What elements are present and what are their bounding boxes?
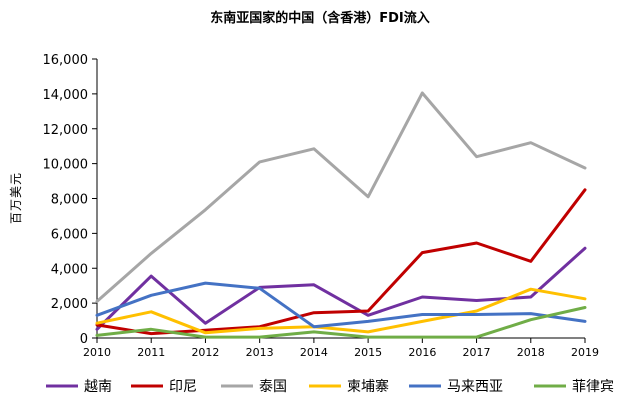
series-line-5 [95,281,587,329]
x-tick-label: 2019 [571,346,599,359]
series-line-1 [95,246,587,331]
legend: 越南 印尼 泰国 柬埔寨 马来西亚 菲律宾 [46,378,614,395]
y-tick-label: 14,000 [43,88,89,103]
axes [96,59,585,339]
legend-label: 越南 [84,379,112,395]
y-tick-label: 10,000 [43,158,89,173]
series-lines [95,91,587,339]
x-tick-label: 2012 [191,346,219,359]
x-axis-ticks: 2010 2011 2012 2013 2014 2015 2016 2017 2018 2019 [83,338,599,359]
x-tick-label: 2016 [408,346,436,359]
series-line-3 [95,91,587,303]
y-tick-label: 8,000 [51,193,88,208]
y-tick-label: 16,000 [43,53,89,68]
legend-label: 马来西亚 [447,379,503,395]
legend-label: 印尼 [169,379,197,395]
series-line-6 [95,306,587,339]
x-tick-label: 2017 [463,346,491,359]
chart-title: 东南亚国家的中国（含香港）FDI流入 [210,10,430,26]
x-tick-label: 2018 [517,346,545,359]
series-line-2 [95,188,587,336]
x-tick-label: 2010 [83,346,111,359]
y-axis-ticks: 0 2,000 4,000 6,000 8,000 10,000 12,000 14,000 1… [43,53,97,347]
legend-label: 柬埔寨 [347,378,389,395]
x-tick-label: 2014 [300,346,328,359]
y-tick-label: 6,000 [51,227,88,242]
y-tick-label: 12,000 [43,123,89,138]
y-tick-label: 2,000 [51,297,88,312]
y-tick-label: 4,000 [51,262,88,277]
x-tick-label: 2015 [354,346,382,359]
series-line-4 [95,287,587,335]
legend-label: 菲律宾 [572,379,614,395]
y-tick-label: 0 [80,332,88,347]
x-tick-label: 2013 [246,346,274,359]
legend-label: 泰国 [259,379,287,395]
y-axis-label: 百万美元 [9,172,23,224]
x-tick-label: 2011 [137,346,165,359]
